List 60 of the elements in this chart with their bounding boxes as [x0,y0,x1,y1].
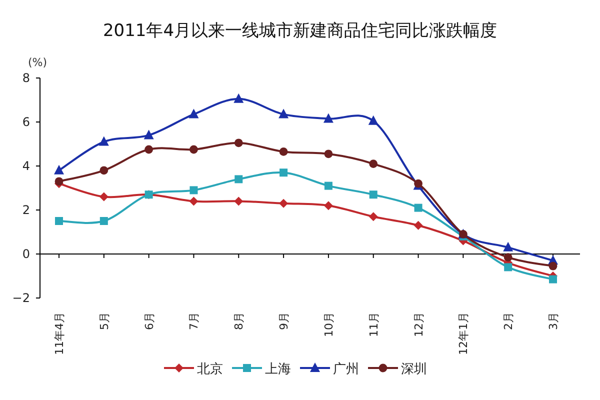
point [549,275,557,284]
point [190,186,198,194]
point [188,108,199,118]
y-tick-label: 0 [22,247,30,261]
point [144,130,154,140]
point [548,262,558,270]
point [324,201,333,210]
point [234,138,243,148]
x-tick-label: 6月 [142,312,156,330]
y-axis-title: (%) [28,56,48,69]
x-tick-label: 2月 [502,312,516,330]
point [144,145,154,154]
point [54,164,64,174]
y-tick-label: −2 [12,291,30,305]
point [323,113,334,123]
point [100,166,108,175]
x-tick-label: 11月 [367,312,380,337]
chart-title: 2011年4月以来一线城市新建商品住宅同比涨跌幅度 [102,21,498,41]
point [100,217,108,225]
y-tick-label: 2 [22,203,30,217]
point [503,242,514,252]
x-tick-label: 12月 [412,312,426,337]
legend-label: 深圳 [401,362,427,377]
point [504,263,512,272]
point [414,220,423,230]
legend-label: 上海 [265,362,291,377]
point [55,217,63,225]
point [368,212,378,222]
x-tick-label: 12年1月 [457,312,470,355]
point [99,192,108,202]
point [280,168,288,177]
x-tick-label: 9月 [278,312,291,330]
point [324,150,333,158]
y-tick-label: 6 [22,115,30,129]
point [98,136,109,146]
point [414,204,422,212]
point [324,182,332,190]
y-tick-label: 4 [22,159,30,173]
point [234,93,244,103]
point [54,177,64,186]
point [279,198,288,208]
point [369,190,378,199]
legend-label: 广州 [333,362,359,377]
point [369,160,378,168]
x-tick-label: 11年4月 [53,312,66,355]
x-tick-label: 10月 [322,312,336,337]
point [190,145,198,154]
y-tick-label: 8 [22,71,30,85]
point [234,196,244,206]
legend-label: 北京 [197,362,223,377]
point [279,148,288,156]
point [189,196,198,206]
point [278,108,289,118]
x-tick-label: 7月 [188,312,201,330]
x-tick-label: 3月 [547,312,560,330]
point [234,175,243,184]
x-tick-label: 5月 [98,312,111,330]
point [504,253,512,262]
x-tick-label: 8月 [232,312,246,330]
point [368,115,378,125]
